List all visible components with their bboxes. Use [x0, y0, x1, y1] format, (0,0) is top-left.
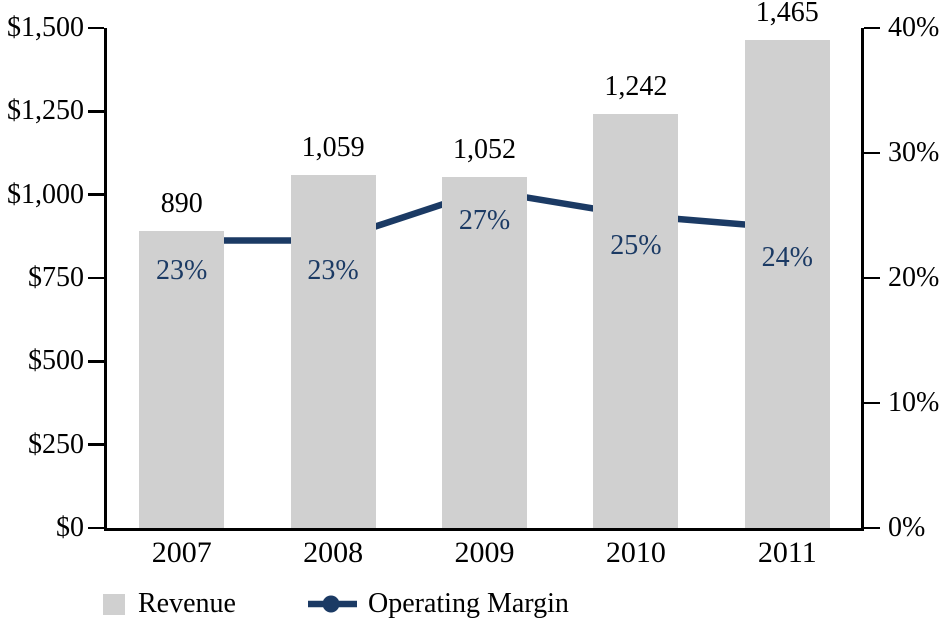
- left-axis-tick-label: $1,250: [7, 95, 84, 127]
- revenue-value-label: 1,465: [755, 0, 819, 28]
- right-axis-tick-label: 40%: [888, 12, 940, 43]
- right-axis-line: [861, 28, 864, 531]
- operating-margin-value-label: 27%: [458, 204, 511, 236]
- right-axis-tick: [864, 276, 880, 280]
- operating-margin-value-label: 23%: [156, 254, 208, 286]
- x-axis-label: 2010: [605, 536, 666, 569]
- left-axis-tick: [88, 276, 104, 280]
- revenue-bar-2011: [744, 39, 830, 528]
- revenue-legend-label: Revenue: [138, 588, 236, 619]
- operating-margin-legend-label: Operating Margin: [368, 588, 569, 619]
- left-axis-line: [104, 28, 107, 531]
- right-axis-tick: [864, 401, 880, 405]
- left-axis-tick-label: $1,500: [7, 12, 84, 43]
- left-axis-tick: [88, 360, 104, 363]
- right-axis-tick-label: 10%: [888, 387, 940, 418]
- left-axis-tick-label: $0: [56, 512, 84, 543]
- operating-margin-value-label: 23%: [307, 254, 359, 286]
- right-axis-tick-label: 0%: [888, 512, 926, 543]
- revenue-value-label: 1,052: [453, 134, 516, 166]
- revenue-value-label: 890: [160, 188, 203, 220]
- operating-margin-value-label: 24%: [761, 242, 813, 273]
- left-axis-tick-label: $500: [28, 345, 84, 377]
- right-axis-tick-label: 30%: [888, 137, 940, 168]
- right-axis-tick: [864, 151, 880, 155]
- x-axis-line: [104, 528, 864, 531]
- operating-margin-value-label: 25%: [610, 229, 662, 261]
- left-axis-tick: [88, 526, 104, 530]
- right-axis-tick-label: 20%: [888, 262, 940, 293]
- left-axis-tick: [88, 110, 104, 113]
- left-axis-tick-label: $1,000: [7, 178, 84, 210]
- revenue-bar-2007: [139, 231, 225, 528]
- left-axis-tick: [88, 26, 104, 30]
- revenue-value-label: 1,242: [604, 71, 668, 102]
- legend-item-operating-margin: Operating Margin: [308, 589, 569, 619]
- right-axis-tick: [864, 526, 880, 530]
- x-axis-label: 2009: [454, 536, 515, 569]
- x-axis-label: 2007: [151, 536, 212, 569]
- left-axis-tick-label: $750: [28, 262, 84, 293]
- revenue-bar-2008: [290, 175, 376, 528]
- revenue-value-label: 1,059: [301, 132, 365, 163]
- right-axis-tick: [864, 26, 880, 30]
- x-axis-label: 2011: [757, 536, 817, 569]
- operating-margin-marker-icon: [308, 595, 357, 613]
- revenue-bar-2009: [442, 177, 527, 528]
- left-axis-tick: [88, 193, 104, 196]
- revenue-swatch-icon: [103, 593, 125, 615]
- legend-item-revenue: Revenue: [103, 589, 236, 619]
- left-axis-tick: [88, 443, 104, 446]
- left-axis-tick-label: $250: [28, 428, 84, 460]
- x-axis-label: 2008: [303, 536, 364, 569]
- revenue-bar-2010: [593, 114, 679, 528]
